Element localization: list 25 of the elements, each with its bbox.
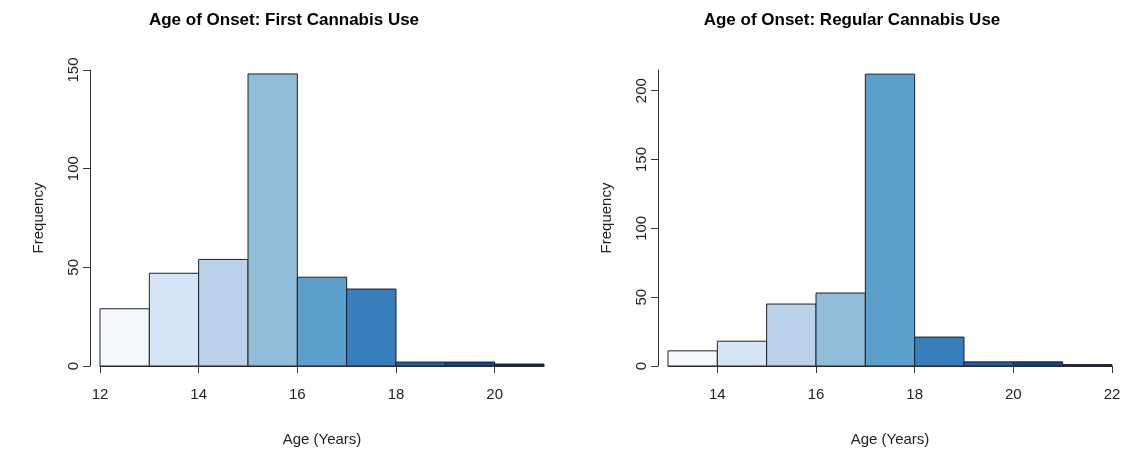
y-tick-label: 150	[632, 146, 649, 172]
y-tick-label: 100	[632, 215, 649, 241]
y-tick-label: 50	[632, 288, 649, 306]
chart-title: Age of Onset: Regular Cannabis Use	[703, 10, 1001, 29]
x-axis-title: Age (Years)	[282, 430, 362, 447]
x-tick-label: 14	[708, 385, 726, 402]
y-tick-label: 50	[64, 258, 81, 276]
y-tick-label: 0	[64, 361, 81, 371]
chart-title: Age of Onset: First Cannabis Use	[148, 10, 420, 29]
x-tick-label: 14	[190, 385, 208, 402]
x-tick-label: 20	[1004, 385, 1022, 402]
y-axis-title: Frequency	[29, 182, 46, 254]
x-tick-label: 16	[288, 385, 306, 402]
x-tick-label: 18	[906, 385, 924, 402]
x-axis-title: Age (Years)	[850, 430, 930, 447]
y-tick-label: 150	[64, 57, 81, 83]
y-tick-label: 100	[64, 156, 81, 182]
x-tick-label: 16	[807, 385, 825, 402]
y-tick-label: 200	[632, 78, 649, 104]
x-tick-label: 20	[486, 385, 504, 402]
x-tick-label: 18	[387, 385, 405, 402]
y-tick-label: 0	[632, 361, 649, 371]
y-axis-title: Frequency	[597, 182, 614, 254]
x-tick-label: 22	[1103, 385, 1121, 402]
x-tick-label: 12	[91, 385, 109, 402]
